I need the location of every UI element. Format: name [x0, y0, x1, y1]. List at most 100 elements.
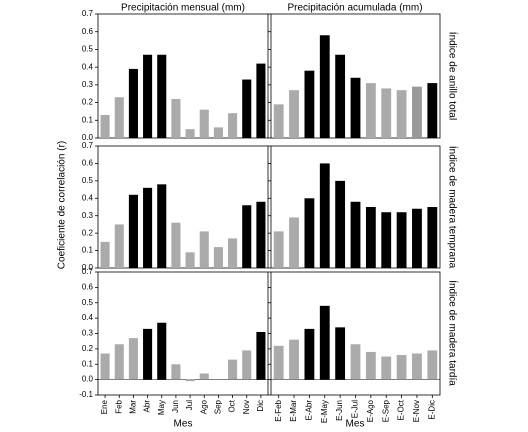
bar — [128, 194, 138, 268]
x-tick-label: Jul — [185, 400, 194, 410]
bar — [396, 212, 407, 268]
y-tick-label: 0.0 — [82, 375, 94, 384]
x-tick-label: Ene — [100, 399, 109, 414]
bar — [273, 104, 284, 138]
x-tick-label: Dic — [256, 400, 265, 412]
y-tick-label: 0.6 — [82, 282, 94, 291]
bar — [100, 241, 110, 268]
x-tick-label: Sep — [214, 399, 223, 414]
bar — [128, 338, 138, 380]
x-tick-label: E-Jun — [335, 400, 344, 421]
bar — [304, 70, 315, 138]
y-axis-label: Coeficiente de correlación (r) — [57, 141, 68, 269]
bar — [199, 373, 209, 380]
bar — [365, 351, 376, 380]
bar — [289, 217, 299, 268]
row-label: Índice de anillo total — [446, 32, 459, 120]
bar — [256, 201, 266, 268]
panel-frame — [97, 145, 269, 269]
y-tick-label: 0.0 — [82, 263, 94, 272]
bar — [427, 83, 438, 138]
y-tick-label: 0.2 — [82, 98, 94, 107]
x-tick-label: Nov — [242, 400, 251, 414]
bar — [256, 331, 266, 380]
x-tick-label: May — [157, 400, 166, 415]
y-tick-label: 0.7 — [82, 141, 94, 150]
x-tick-label: E-Jul — [351, 400, 360, 418]
y-tick-label: 0.2 — [82, 344, 94, 353]
bar — [143, 187, 153, 268]
bar — [185, 379, 195, 382]
y-tick-label: -0.1 — [79, 390, 93, 399]
bar — [335, 180, 346, 268]
bar — [319, 163, 330, 268]
bar — [427, 350, 438, 380]
y-tick-label: 0.6 — [82, 27, 94, 36]
x-tick-label: E-Dic — [427, 400, 436, 420]
y-tick-label: 0.3 — [82, 80, 94, 89]
bar — [412, 353, 422, 380]
bar — [304, 328, 315, 380]
x-tick-label: E-May — [320, 400, 329, 423]
bar — [256, 63, 266, 138]
bar — [171, 222, 181, 268]
bar — [143, 54, 153, 138]
x-tick-label: E-Ago — [366, 399, 375, 422]
bar — [100, 114, 110, 138]
bar — [427, 207, 438, 268]
column-title: Precipitación acumulada (mm) — [287, 3, 422, 14]
bar — [100, 353, 110, 380]
bar — [242, 205, 252, 268]
y-tick-label: 0.4 — [82, 62, 94, 71]
x-tick-label: Mar — [129, 400, 138, 414]
bar — [157, 184, 167, 268]
y-tick-label: 0.4 — [82, 193, 94, 202]
bar — [213, 247, 223, 268]
bar — [213, 127, 223, 138]
bar — [350, 344, 361, 380]
y-tick-label: 0.5 — [82, 45, 94, 54]
x-tick-label: Abr — [143, 400, 152, 413]
bar — [289, 90, 299, 138]
bar — [412, 86, 422, 138]
x-tick-label: E-Sep — [381, 399, 390, 422]
bar — [273, 231, 284, 268]
bar — [114, 224, 124, 268]
bar — [157, 322, 167, 380]
y-tick-label: 0.1 — [82, 115, 94, 124]
bar — [319, 35, 330, 138]
x-tick-label: Oct — [228, 399, 237, 412]
y-tick-label: 0.2 — [82, 228, 94, 237]
panel-frame — [97, 13, 269, 139]
x-tick-label: Ago — [199, 399, 208, 414]
bar — [143, 328, 153, 380]
bar — [350, 77, 361, 138]
bar — [228, 359, 238, 380]
bar — [289, 339, 299, 380]
bar — [171, 364, 181, 380]
bar — [228, 113, 238, 138]
y-tick-label: 0.3 — [82, 211, 94, 220]
y-tick-label: 0.5 — [82, 176, 94, 185]
y-tick-label: 0.3 — [82, 329, 94, 338]
bar — [335, 54, 346, 138]
y-tick-label: 0.7 — [82, 9, 94, 18]
bar — [381, 88, 392, 138]
bar — [199, 231, 209, 268]
bar — [242, 350, 252, 380]
y-tick-label: 0.4 — [82, 313, 94, 322]
y-tick-label: 0.1 — [82, 359, 94, 368]
bar — [242, 79, 252, 138]
bar — [412, 208, 422, 268]
bar — [157, 54, 167, 138]
bar — [199, 109, 209, 138]
row-label: Índice de madera tardía — [446, 280, 459, 386]
bar — [185, 129, 195, 138]
bar — [350, 201, 361, 268]
x-axis-label: Mes — [346, 419, 365, 430]
x-axis-label: Mes — [174, 419, 193, 430]
x-tick-label: E-Mar — [289, 400, 298, 422]
y-tick-label: 0.1 — [82, 246, 94, 255]
column-title: Precipitación mensual (mm) — [121, 3, 245, 14]
x-tick-label: E-Oct — [397, 399, 406, 420]
